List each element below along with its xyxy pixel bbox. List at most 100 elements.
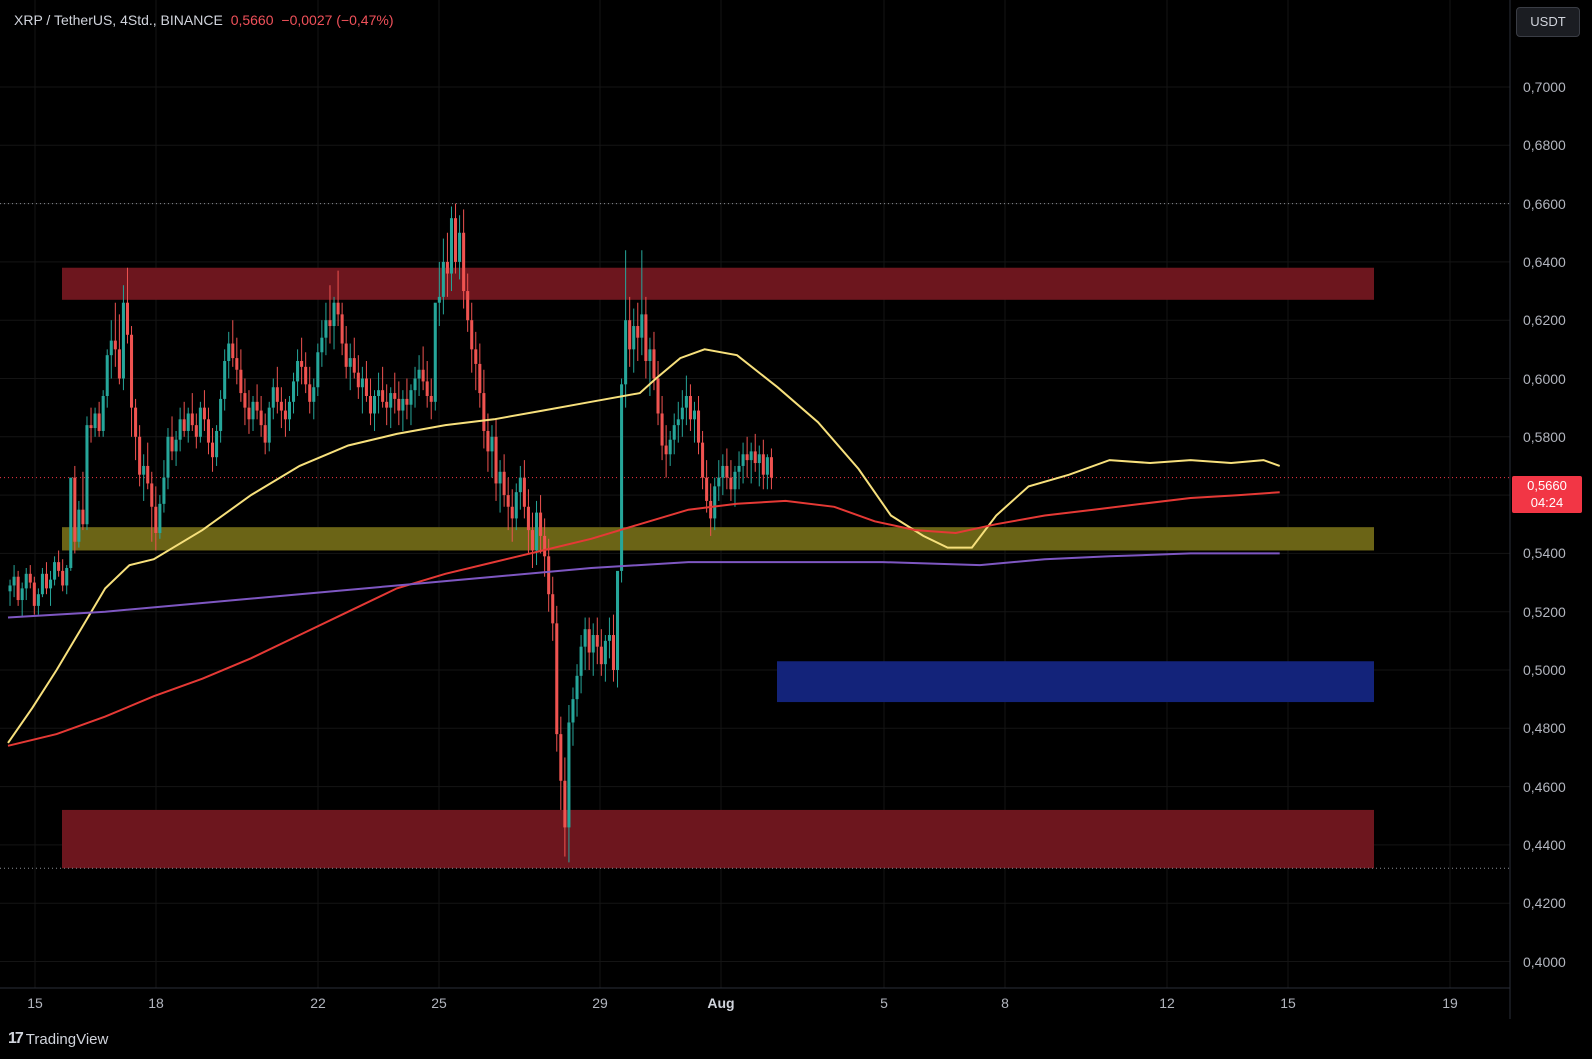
candlestick-series: [8, 203, 773, 863]
candle: [688, 384, 692, 431]
candle: [684, 375, 688, 426]
time-tick-label: 5: [880, 995, 888, 1011]
candle: [36, 588, 40, 615]
candle: [328, 285, 332, 344]
candle: [73, 465, 77, 554]
candle: [425, 361, 429, 408]
candle: [117, 314, 121, 385]
candle: [389, 387, 393, 429]
candle: [409, 384, 413, 426]
current-price-value: 0,5660: [1527, 478, 1567, 493]
candle: [660, 395, 664, 461]
candle: [198, 401, 202, 443]
candle: [672, 413, 676, 455]
candle: [377, 372, 381, 414]
candle: [765, 454, 769, 490]
candle: [130, 326, 134, 437]
candle: [352, 337, 356, 379]
price-tick-label: 0,4400: [1523, 836, 1566, 853]
candle: [57, 550, 61, 577]
candle: [761, 439, 765, 490]
candle: [263, 413, 267, 455]
candle: [340, 302, 344, 356]
candle: [721, 454, 725, 496]
candle: [186, 407, 190, 443]
footer-bar: [0, 1019, 1592, 1059]
candle: [470, 302, 474, 373]
time-tick-label: 18: [148, 995, 164, 1011]
candle: [526, 489, 530, 554]
candle: [121, 285, 125, 391]
candle: [292, 372, 296, 414]
candle: [628, 296, 632, 367]
candle: [12, 565, 16, 598]
candle: [518, 465, 522, 510]
candle: [178, 407, 182, 452]
candle: [506, 477, 510, 531]
candle: [215, 425, 219, 466]
price-change: −0,0027 (−0,47%): [281, 12, 394, 28]
candle: [255, 384, 259, 420]
price-tick-label: 0,6600: [1523, 195, 1566, 212]
candle: [530, 512, 534, 568]
time-tick-label: 19: [1442, 995, 1458, 1011]
candle: [717, 460, 721, 501]
candle: [24, 567, 28, 601]
candle: [316, 343, 320, 396]
candle: [231, 320, 235, 367]
candle: [324, 302, 328, 356]
candle: [348, 343, 352, 391]
candle: [49, 570, 53, 606]
candle: [563, 757, 567, 857]
candle: [607, 617, 611, 659]
candle: [360, 366, 364, 414]
current-price-tag: 0,5660 04:24: [1512, 476, 1582, 513]
price-tick-label: 0,5400: [1523, 545, 1566, 562]
support-zone: [62, 527, 1374, 551]
candle: [587, 617, 591, 670]
time-tick-label: 8: [1001, 995, 1009, 1011]
candle: [174, 430, 178, 466]
last-price: 0,5660: [230, 12, 274, 28]
candle: [648, 337, 652, 396]
candle: [385, 384, 389, 426]
price-tick-label: 0,4200: [1523, 895, 1566, 912]
candle: [579, 635, 583, 694]
candle: [709, 483, 713, 536]
candle: [535, 500, 539, 566]
candle: [454, 203, 458, 274]
candle: [749, 442, 753, 484]
candle: [575, 664, 579, 717]
candle: [32, 576, 36, 615]
candle: [219, 390, 223, 443]
candle: [393, 372, 397, 414]
candle: [543, 518, 547, 577]
candle: [397, 381, 401, 426]
candle: [211, 428, 215, 472]
candle: [559, 716, 563, 810]
tradingview-logo[interactable]: 17 TradingView: [8, 1030, 108, 1048]
candle: [223, 349, 227, 411]
candle: [364, 361, 368, 402]
candle: [725, 448, 729, 490]
candle: [620, 378, 624, 583]
candle: [571, 687, 575, 746]
support-zone: [62, 809, 1374, 869]
candle: [632, 308, 636, 373]
candle: [433, 302, 437, 411]
time-tick-label: 22: [310, 995, 326, 1011]
candle: [166, 428, 170, 490]
currency-unit-button[interactable]: USDT: [1516, 7, 1580, 37]
time-tick-label: Aug: [707, 995, 735, 1011]
price-tick-label: 0,6400: [1523, 253, 1566, 270]
time-tick-label: 12: [1159, 995, 1175, 1011]
price-tick-label: 0,6200: [1523, 312, 1566, 329]
candle: [206, 407, 210, 455]
candle: [640, 250, 644, 356]
candle: [89, 407, 93, 443]
candle: [81, 471, 85, 531]
candle: [769, 448, 773, 490]
symbol-title: XRP / TetherUS, 4Std., BINANCE: [14, 12, 223, 28]
candle: [429, 378, 433, 420]
